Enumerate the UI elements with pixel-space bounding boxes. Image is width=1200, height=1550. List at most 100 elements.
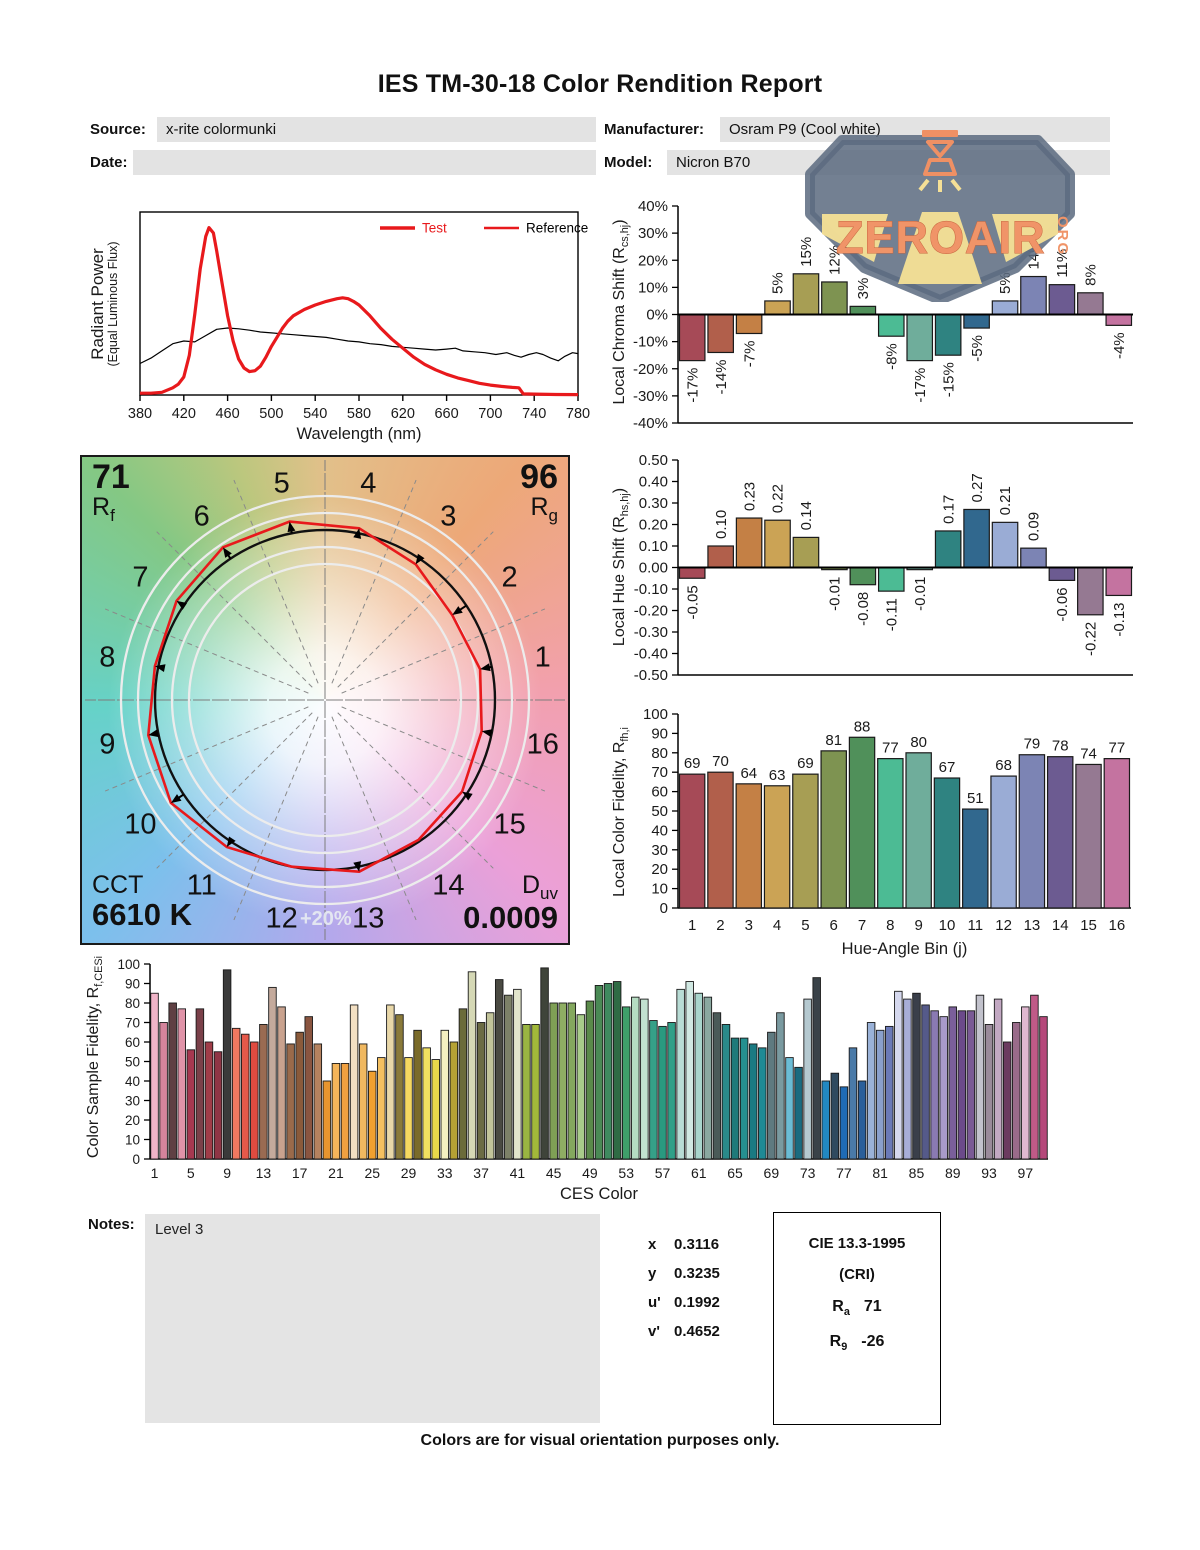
- reference-ring: [136, 511, 514, 889]
- text: 0.23: [741, 482, 758, 511]
- text: 13: [352, 903, 384, 935]
- bar: [678, 313, 706, 362]
- bar: [712, 1012, 722, 1160]
- text: 10: [939, 917, 956, 934]
- bar: [504, 994, 513, 1160]
- notes-label: Notes:: [88, 1216, 135, 1233]
- bar: [241, 1033, 250, 1160]
- vector-arrowhead: [353, 861, 362, 872]
- series-test: [140, 226, 579, 397]
- text: 7: [858, 917, 866, 934]
- rf-label: Rf: [92, 492, 115, 525]
- text: 80: [125, 996, 140, 1011]
- text: 420: [172, 406, 196, 422]
- bar: [962, 808, 989, 909]
- bar: [991, 300, 1019, 316]
- text: 10: [125, 1133, 140, 1148]
- bar: [930, 1010, 939, 1160]
- cri-title: CIE 13.3-1995: [808, 1235, 906, 1252]
- logo-wordmark: ZEROAIR: [836, 212, 1046, 263]
- vector-arrowhead: [170, 794, 182, 803]
- text: 0.40: [639, 474, 668, 491]
- text: 74: [1080, 745, 1097, 762]
- bar: [730, 1037, 740, 1160]
- bar: [934, 530, 962, 569]
- line: [104, 608, 309, 694]
- bar: [549, 1002, 558, 1160]
- bar: [792, 273, 820, 316]
- cri-r9-row: R9 -26: [829, 1333, 885, 1354]
- bar: [368, 1070, 377, 1160]
- zeroair-logo: ZEROAIR ORG: [792, 116, 1088, 302]
- bar: [912, 992, 921, 1160]
- duv-value: 0.0009: [463, 900, 558, 936]
- logo-org-text: ORG: [1054, 216, 1071, 256]
- text: 0.50: [639, 452, 668, 469]
- flashlight-icon: [918, 130, 962, 192]
- bar: [966, 1010, 976, 1160]
- notes-text: Level 3: [155, 1221, 204, 1238]
- text: -5%: [969, 335, 986, 362]
- cct-value: 6610 K: [92, 896, 192, 932]
- bar: [576, 1014, 586, 1160]
- text: -10%: [633, 334, 668, 351]
- bar: [340, 1062, 350, 1160]
- bar: [764, 519, 791, 569]
- vector-arrowhead: [222, 547, 232, 558]
- bar: [1018, 754, 1046, 909]
- cie-y-row: y 0.3235: [648, 1265, 720, 1282]
- bar: [621, 1006, 631, 1160]
- text: 65: [727, 1165, 743, 1181]
- bar: [1077, 566, 1104, 616]
- notes-box[interactable]: Level 3: [145, 1214, 600, 1423]
- text: 90: [651, 725, 668, 742]
- bar: [785, 1057, 794, 1160]
- bar: [1020, 547, 1047, 569]
- bar: [877, 313, 905, 337]
- bar: [758, 1047, 767, 1160]
- bar: [794, 1066, 803, 1160]
- text: 30%: [638, 225, 668, 242]
- text: 0%: [646, 307, 668, 324]
- vector-arrowhead: [148, 729, 159, 738]
- text: 33: [437, 1165, 453, 1181]
- text: 21: [328, 1165, 344, 1181]
- bar: [767, 1031, 776, 1160]
- text: -0.20: [634, 603, 668, 620]
- bar: [948, 1006, 957, 1160]
- rg-value: 96: [520, 458, 558, 496]
- line: [341, 706, 546, 792]
- text: 16: [527, 728, 559, 760]
- vector-arrowhead: [480, 663, 491, 672]
- rf-value: 71: [92, 458, 130, 496]
- text: 85: [909, 1165, 925, 1181]
- text: 60: [125, 1035, 140, 1050]
- text: 78: [1052, 738, 1069, 755]
- line: [233, 479, 319, 684]
- bar: [603, 983, 613, 1160]
- text: 5%: [770, 272, 787, 294]
- text: -8%: [883, 343, 900, 370]
- text: 49: [582, 1165, 598, 1181]
- text: 81: [872, 1165, 888, 1181]
- bar: [531, 1023, 540, 1160]
- text: 0.10: [639, 538, 668, 555]
- bar: [735, 517, 763, 569]
- text: 20: [651, 861, 668, 878]
- text: 0.14: [798, 501, 815, 530]
- text: 68: [995, 757, 1012, 774]
- text: 12: [266, 903, 298, 935]
- text: 3: [745, 917, 753, 934]
- vector-arrowhead: [287, 521, 296, 533]
- bar: [667, 1022, 676, 1160]
- text: 460: [215, 406, 239, 422]
- bar: [150, 992, 159, 1160]
- text: 0.30: [639, 495, 668, 512]
- bar: [612, 981, 622, 1160]
- bar: [259, 1023, 268, 1160]
- text: 29: [401, 1165, 417, 1181]
- cie-u-row: u' 0.1992: [648, 1294, 720, 1311]
- bar: [694, 992, 704, 1160]
- bar: [990, 775, 1017, 909]
